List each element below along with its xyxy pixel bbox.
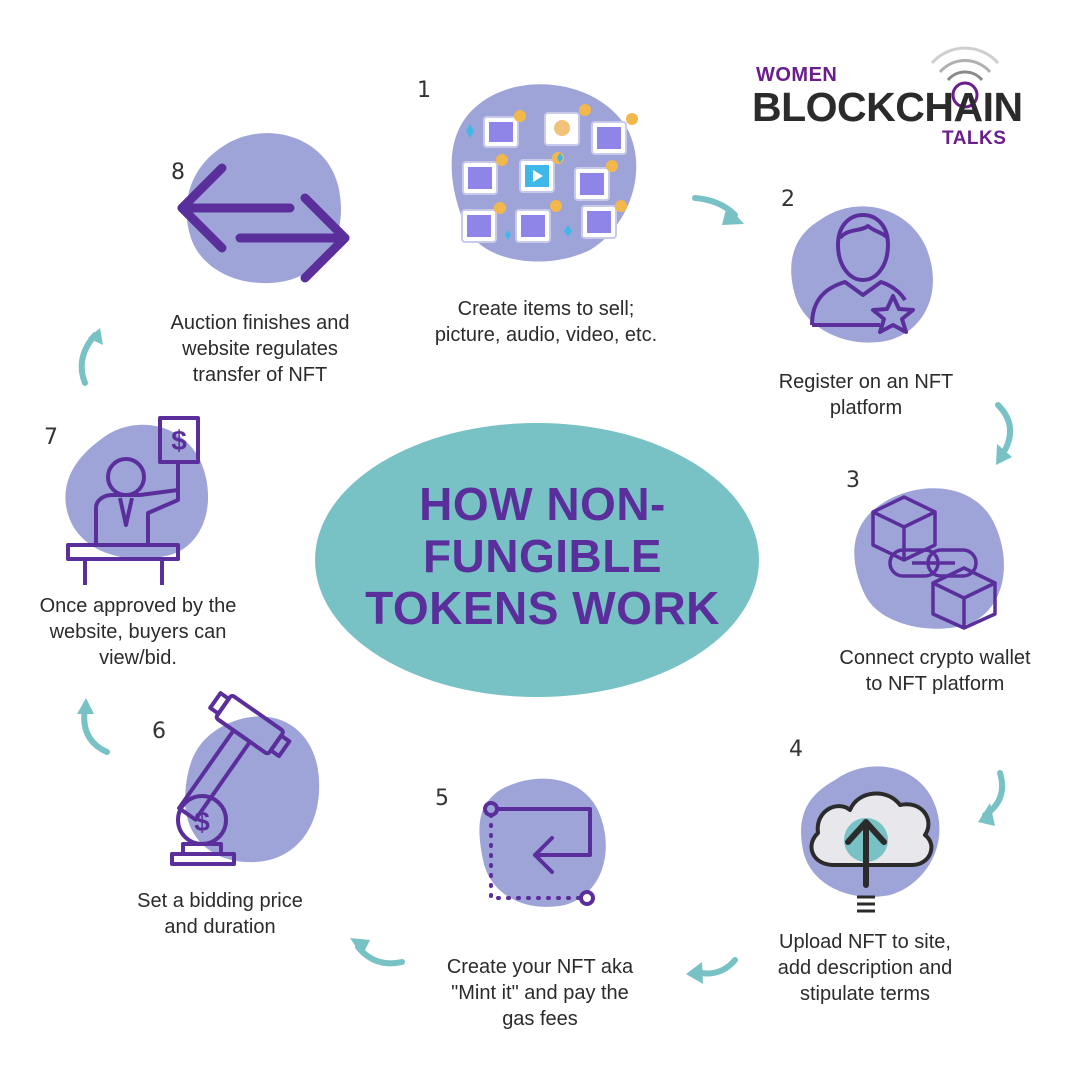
logo-signal-icon <box>930 46 1000 109</box>
flow-arrow-7-8 <box>78 332 98 386</box>
step-number-2: 2 <box>781 187 795 212</box>
step-caption-4: Upload NFT to site, add description and … <box>745 929 985 1007</box>
step-number-6: 6 <box>152 719 166 744</box>
step-number-1: 1 <box>417 78 431 103</box>
title-line: HOW NON- <box>419 478 666 530</box>
user-star-icon <box>810 213 915 334</box>
transfer-arrows-icon <box>177 163 350 283</box>
flow-arrow-6-7 <box>81 705 110 755</box>
caption-line: "Mint it" and pay the <box>451 982 629 1004</box>
svg-text:$: $ <box>171 425 187 456</box>
step-number-7: 7 <box>44 425 58 450</box>
caption-line: transfer of NFT <box>192 364 328 386</box>
cloud-upload-icon <box>809 791 934 913</box>
caption-line: platform <box>829 397 903 419</box>
title-line: FUNGIBLE <box>422 530 663 582</box>
caption-line: picture, audio, video, etc. <box>434 324 658 346</box>
blob-6 <box>185 716 320 863</box>
blockchain-link-icon <box>871 495 997 630</box>
logo-word-blockchain: BLOCKCHAIN <box>752 84 1023 130</box>
step-caption-7: Once approved by the website, buyers can… <box>18 593 258 671</box>
women-blockchain-talks-logo: WOMEN BLOCKCHAIN TALKS <box>752 64 1023 154</box>
step-caption-5: Create your NFT aka "Mint it" and pay th… <box>420 954 660 1032</box>
caption-line: Register on an NFT <box>778 371 954 393</box>
nft-collage-icon <box>461 104 638 243</box>
caption-line: stipulate terms <box>799 983 931 1005</box>
caption-line: to NFT platform <box>865 673 1005 695</box>
caption-line: Once approved by the <box>39 595 237 617</box>
gavel-coin-icon: $ <box>170 691 292 866</box>
title-line: TOKENS WORK <box>365 582 720 634</box>
flow-arrowhead-4-5 <box>686 962 703 984</box>
logo-word-talks: TALKS <box>942 128 1007 149</box>
mint-flow-icon <box>483 801 595 906</box>
step-number-5: 5 <box>435 786 449 811</box>
logo-word-women: WOMEN <box>756 64 838 86</box>
flow-arrowhead-3-4 <box>978 803 995 826</box>
step-caption-6: Set a bidding price and duration <box>100 888 340 940</box>
flow-arrowhead-6-7 <box>77 698 94 714</box>
step-number-4: 4 <box>789 737 803 762</box>
step-number-3: 3 <box>846 468 860 493</box>
center-ellipse <box>315 423 759 697</box>
caption-line: add description and <box>777 957 953 979</box>
flow-arrowhead-7-8 <box>88 328 103 345</box>
caption-line: Upload NFT to site, <box>779 931 951 953</box>
caption-line: Connect crypto wallet <box>839 647 1031 669</box>
caption-line: Create your NFT aka <box>446 956 634 978</box>
flow-arrowhead-1-2 <box>722 205 744 225</box>
caption-line: website regulates <box>182 338 338 360</box>
caption-line: Create items to sell; <box>457 298 635 320</box>
step-caption-2: Register on an NFT platform <box>746 369 986 421</box>
step-number-8: 8 <box>171 160 185 185</box>
caption-line: website, buyers can <box>49 621 227 643</box>
caption-line: Auction finishes and <box>170 312 350 334</box>
caption-line: view/bid. <box>99 647 177 669</box>
step-caption-3: Connect crypto wallet to NFT platform <box>810 645 1060 697</box>
caption-line: and duration <box>164 916 276 938</box>
step-caption-1: Create items to sell; picture, audio, vi… <box>396 296 696 348</box>
flow-arrowhead-5-6 <box>350 938 370 956</box>
svg-text:$: $ <box>194 806 210 837</box>
flow-arrow-2-3 <box>995 402 1014 453</box>
bidder-icon: $ <box>66 416 200 585</box>
caption-line: gas fees <box>502 1008 578 1030</box>
page-title: HOW NON- FUNGIBLE TOKENS WORK <box>330 478 755 634</box>
flow-arrowhead-2-3 <box>996 444 1012 465</box>
caption-line: Set a bidding price <box>137 890 303 912</box>
step-caption-8: Auction finishes and website regulates t… <box>140 310 380 388</box>
blob-5 <box>479 778 606 907</box>
